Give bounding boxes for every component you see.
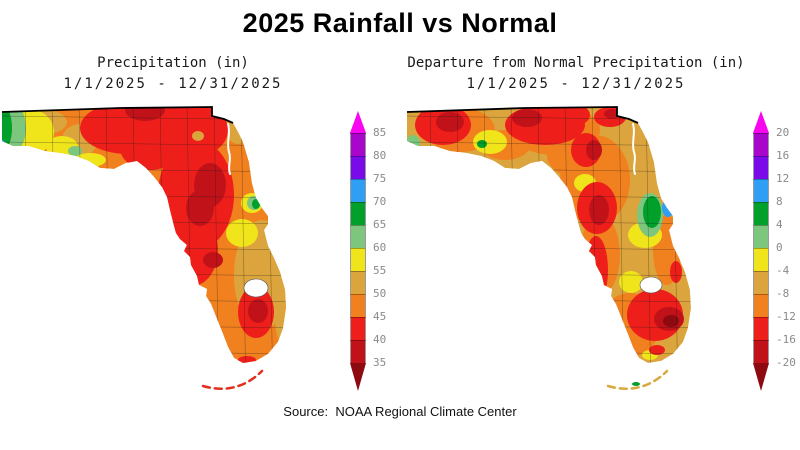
colorbar-tick-label: 75: [373, 172, 387, 185]
colorbar-tick-label: 0: [776, 241, 783, 254]
colorbar-segment: [350, 248, 366, 271]
left-map-title: Precipitation (in): [97, 55, 249, 71]
source-caption: Source: NOAA Regional Climate Center: [283, 404, 517, 419]
colorbar-segment: [753, 179, 769, 202]
colorbar-tick-label: 4: [776, 218, 783, 231]
colorbar-segment: [753, 271, 769, 294]
colorbar-tick-label: -12: [776, 310, 796, 323]
florida-departure-map: [406, 106, 691, 391]
colorbar-segment: [350, 340, 366, 363]
florida-keys: [201, 369, 264, 391]
colorbar-tick-label: -16: [776, 333, 796, 346]
departure-contour-bands: [407, 107, 691, 363]
colorbar-arrow-down: [350, 363, 366, 391]
colorbar-segment: [350, 294, 366, 317]
colorbar-segment: [350, 271, 366, 294]
colorbar-arrow-up: [350, 111, 366, 133]
colorbar-segment: [753, 317, 769, 340]
colorbar-segment: [350, 179, 366, 202]
right-map-date-range: 1/1/2025 - 12/31/2025: [466, 76, 686, 92]
colorbar-segment: [753, 248, 769, 271]
colorbar-tick-label: 40: [373, 333, 387, 346]
colorbar-segment: [753, 202, 769, 225]
colorbar-tick-label: 80: [373, 149, 387, 162]
colorbar-tick-label: -4: [776, 264, 790, 277]
colorbar-segment: [350, 202, 366, 225]
departure-colorbar: 20 16 12 8 4 0 -4 -8 -12 -16 -20: [753, 111, 800, 393]
colorbar-tick-label: 55: [373, 264, 387, 277]
colorbar-tick-label: 16: [776, 149, 790, 162]
right-map-title: Departure from Normal Precipitation (in): [407, 55, 745, 71]
left-panel-header: Precipitation (in) 1/1/2025 - 12/31/2025: [8, 53, 338, 95]
colorbar-segment: [753, 156, 769, 179]
lake-okeechobee: [243, 278, 269, 298]
colorbar-segment: [753, 340, 769, 363]
blue-band: [662, 199, 674, 217]
florida-precipitation-map: [1, 106, 286, 391]
golden-pocket: [192, 131, 204, 141]
colorbar-segment: [350, 225, 366, 248]
colorbar-arrow-up: [753, 111, 769, 133]
colorbar-tick-label: 8: [776, 195, 783, 208]
colorbar-segment: [350, 317, 366, 340]
precipitation-contour-bands: [2, 107, 286, 363]
colorbar-tick-label: -8: [776, 287, 790, 300]
colorbar-segment: [753, 133, 769, 156]
page-title: 2025 Rainfall vs Normal: [242, 8, 558, 38]
colorbar-tick-label: 50: [373, 287, 387, 300]
florida-keys: [606, 369, 669, 391]
right-panel-header: Departure from Normal Precipitation (in)…: [400, 53, 752, 95]
left-map-date-range: 1/1/2025 - 12/31/2025: [63, 76, 283, 92]
colorbar-tick-label: 65: [373, 218, 387, 231]
colorbar-tick-label: 70: [373, 195, 387, 208]
colorbar-tick-label: 85: [373, 126, 387, 139]
colorbar-tick-label: 60: [373, 241, 387, 254]
keys-green-dash: [632, 382, 640, 386]
colorbar-segment: [753, 225, 769, 248]
colorbar-arrow-down: [753, 363, 769, 391]
colorbar-segment: [350, 133, 366, 156]
precipitation-colorbar: 85 80 75 70 65 60 55 50 45 40 35: [350, 111, 400, 393]
colorbar-tick-label: 35: [373, 356, 387, 369]
colorbar-tick-label: 45: [373, 310, 387, 323]
colorbar-tick-label: -20: [776, 356, 796, 369]
green-bands: [2, 107, 260, 209]
dark-red-cores: [125, 107, 268, 323]
colorbar-tick-label: 12: [776, 172, 790, 185]
lake-okeechobee: [639, 276, 663, 294]
colorbar-tick-label: 20: [776, 126, 790, 139]
colorbar-segment: [753, 294, 769, 317]
maroon-core: [663, 315, 679, 327]
colorbar-segment: [350, 156, 366, 179]
